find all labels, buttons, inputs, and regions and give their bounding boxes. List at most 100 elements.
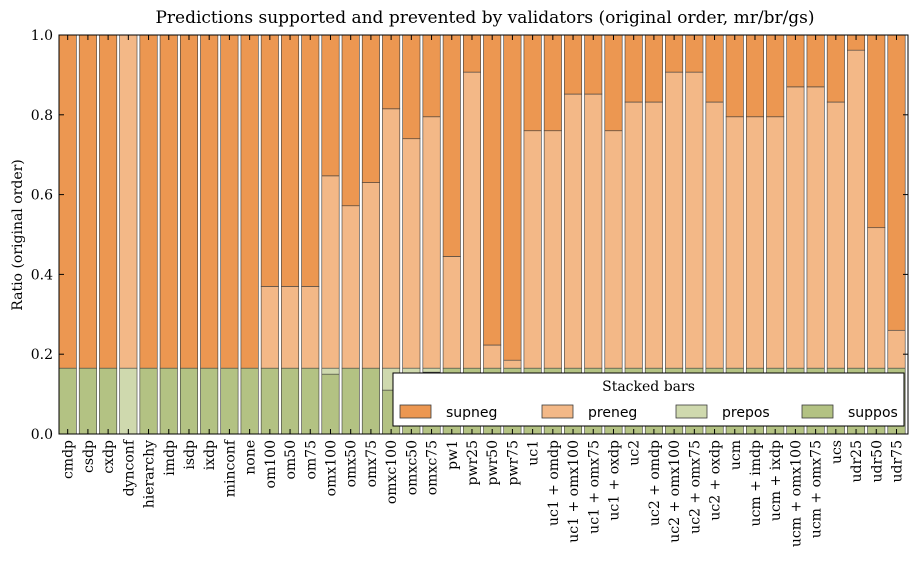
x-tick-label: csdp — [81, 440, 97, 473]
bar-supneg — [58, 34, 77, 369]
bar-preneg — [766, 116, 785, 369]
bar-supneg — [786, 34, 805, 88]
bar-supneg — [766, 34, 785, 118]
bar-supneg — [281, 34, 300, 287]
bar-supneg — [78, 34, 97, 369]
bar-supneg — [483, 34, 502, 346]
bar-preneg — [705, 101, 724, 369]
bar-supneg — [260, 34, 279, 287]
bar-supneg — [361, 34, 380, 183]
x-tick-label: omx75 — [364, 440, 380, 487]
x-tick-label: ucm + imdp — [748, 440, 764, 526]
legend-swatch-suppos — [801, 404, 834, 419]
x-tick-label: uc1 + oxdp — [606, 440, 622, 521]
bar-supneg — [462, 34, 481, 73]
y-tick-label: 0.6 — [31, 188, 53, 204]
legend-swatch-prepos — [675, 404, 708, 419]
x-tick-label: dynconf — [121, 438, 137, 496]
x-tick-label: om50 — [283, 440, 299, 480]
x-tick-label: none — [243, 440, 259, 475]
legend-label-supneg: supneg — [446, 405, 497, 421]
bar-supneg — [220, 34, 239, 369]
y-axis-label: Ratio (original order) — [10, 159, 26, 311]
x-tick-label: omxc75 — [425, 440, 441, 495]
x-tick-label: om100 — [263, 440, 279, 488]
bar-preneg — [321, 175, 340, 369]
bar-supneg — [887, 34, 906, 331]
bar-suppos — [159, 367, 178, 435]
y-tick-label: 0.8 — [31, 108, 53, 124]
bar-preneg — [624, 101, 643, 369]
bar-preneg — [806, 86, 825, 369]
legend-label-prepos: prepos — [722, 405, 770, 421]
bar-supneg — [523, 34, 542, 132]
bar-supneg — [382, 34, 401, 110]
x-tick-label: cmdp — [61, 440, 77, 479]
bar-preneg — [281, 286, 300, 369]
x-tick-label: pwr75 — [505, 440, 521, 485]
bar-preneg — [725, 116, 744, 369]
x-tick-label: uc1 + omx100 — [566, 440, 582, 543]
bar-supneg — [402, 34, 421, 140]
x-tick-label: om75 — [303, 440, 319, 480]
y-tick-label: 0.4 — [31, 267, 53, 283]
y-ticks: 0.0 0.2 0.4 0.6 0.8 1.0 — [31, 28, 908, 443]
bar-supneg — [584, 34, 603, 95]
x-tick-label: omxc50 — [404, 440, 420, 495]
x-ticks: cmdp csdp cxdp dynconf hierarchy imdp isdp ixdp… — [61, 35, 905, 547]
bar-preneg — [685, 71, 704, 369]
bar-supneg — [624, 34, 643, 103]
bar-preneg — [382, 108, 401, 369]
bar-preneg — [119, 34, 138, 369]
bar-suppos — [200, 367, 219, 435]
legend: Stacked bars supneg preneg prepos suppos — [392, 372, 905, 427]
bar-prepos — [119, 367, 138, 435]
x-tick-label: omx100 — [323, 440, 339, 496]
plot-frame — [58, 34, 909, 435]
x-tick-label: uc2 — [627, 440, 643, 466]
bar-supneg — [321, 34, 340, 177]
x-tick-label: isdp — [182, 440, 198, 470]
bar-preneg — [361, 182, 380, 369]
bar-supneg — [503, 34, 522, 361]
x-tick-label: uc2 + omx75 — [687, 440, 703, 534]
x-tick-label: pwr50 — [485, 440, 501, 485]
bar-preneg — [867, 227, 886, 369]
bar-preneg — [341, 205, 360, 369]
y-tick-label: 0.2 — [31, 347, 53, 363]
x-tick-label: minconf — [222, 438, 238, 497]
bar-preneg — [503, 359, 522, 369]
bar-preneg — [422, 116, 441, 369]
x-tick-label: pwr25 — [465, 440, 481, 485]
x-tick-label: uc1 + omdp — [546, 440, 562, 526]
bar-suppos — [260, 367, 279, 435]
bar-suppos — [301, 367, 320, 435]
x-tick-label: ixdp — [202, 440, 218, 470]
y-tick-label: 0.0 — [31, 427, 53, 443]
bar-suppos — [78, 367, 97, 435]
bar-supneg — [564, 34, 583, 95]
bar-supneg — [301, 34, 320, 287]
x-tick-label: uc1 — [526, 440, 542, 466]
x-tick-label: pw1 — [445, 440, 461, 470]
bar-preneg — [665, 71, 684, 369]
bar-prepos — [422, 367, 441, 373]
legend-label-suppos: suppos — [848, 405, 898, 421]
bar-supneg — [745, 34, 764, 118]
bar-suppos — [341, 367, 360, 435]
bar-suppos — [58, 367, 77, 435]
x-tick-label: hierarchy — [142, 440, 158, 508]
x-tick-label: cxdp — [101, 440, 117, 474]
bar-supneg — [442, 34, 461, 257]
bar-suppos — [321, 373, 340, 435]
bar-preneg — [786, 86, 805, 369]
bar-supneg — [159, 34, 178, 369]
x-tick-label: omx50 — [344, 440, 360, 487]
x-tick-label: udr50 — [869, 440, 885, 483]
bar-preneg — [442, 256, 461, 369]
bar-supneg — [806, 34, 825, 88]
bar-supneg — [139, 34, 158, 369]
x-tick-label: ucm + omx100 — [788, 440, 804, 547]
x-tick-label: omxc100 — [384, 440, 400, 504]
